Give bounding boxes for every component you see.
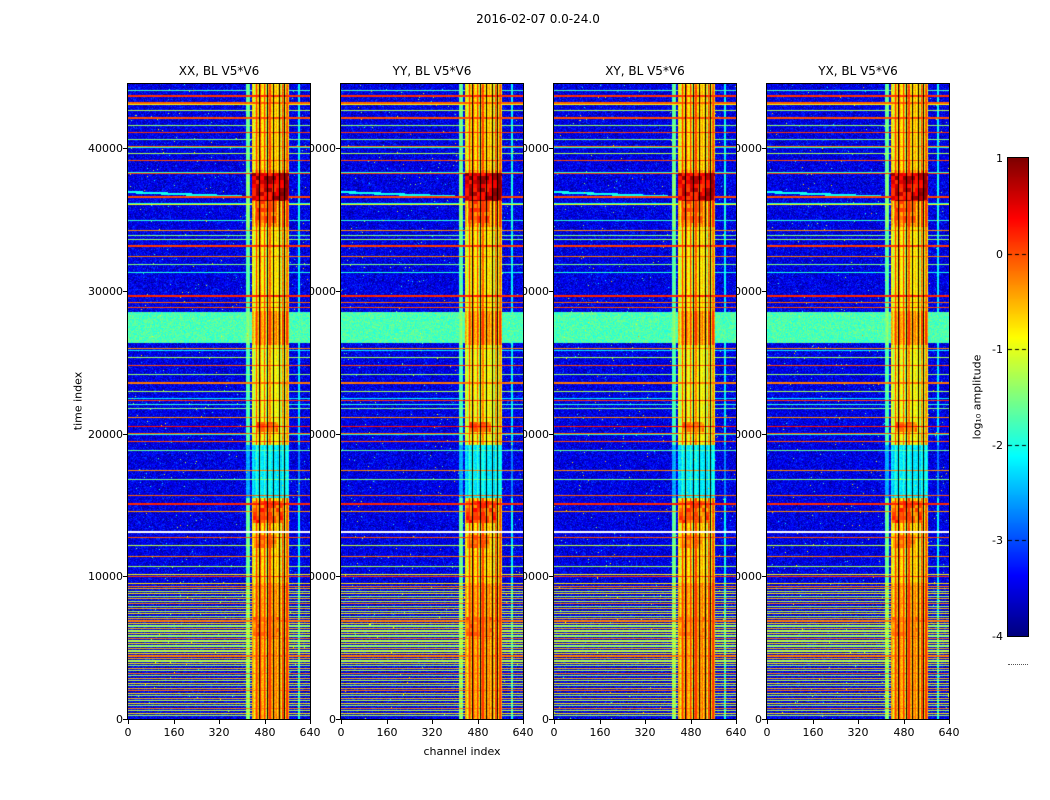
panel-title-yx: YX, BL V5*V6 [818, 64, 898, 78]
x-tick-label: 320 [208, 726, 230, 739]
x-tick-mark [310, 720, 311, 724]
x-tick-label: 0 [124, 726, 132, 739]
x-tick-mark [554, 720, 555, 724]
x-tick-mark [128, 720, 129, 724]
x-tick-mark [523, 720, 524, 724]
x-tick-label: 480 [467, 726, 489, 739]
x-tick-label: 640 [299, 726, 321, 739]
y-tick-label: 40000 [88, 142, 123, 155]
x-tick-label: 160 [802, 726, 824, 739]
x-tick-label: 0 [763, 726, 771, 739]
x-tick-mark [949, 720, 950, 724]
y-tick-mark [336, 148, 340, 149]
x-tick-label: 480 [680, 726, 702, 739]
colorbar-label: log₁₀ amplitude [970, 354, 984, 440]
x-tick-mark [813, 720, 814, 724]
colorbar-tick-label: -2 [992, 439, 1003, 452]
y-tick-mark [762, 148, 766, 149]
y-tick-mark [762, 434, 766, 435]
colorbar-tick-label: -3 [992, 534, 1003, 547]
heatmap-panel-xx [128, 84, 310, 719]
x-tick-mark [265, 720, 266, 724]
y-tick-mark [762, 291, 766, 292]
x-tick-label: 480 [893, 726, 915, 739]
y-tick-label: 0 [542, 713, 549, 726]
x-tick-label: 0 [550, 726, 558, 739]
y-axis-label: time index [71, 371, 85, 431]
y-tick-mark [549, 719, 553, 720]
heatmap-panel-yx [767, 84, 949, 719]
x-tick-label: 640 [938, 726, 960, 739]
x-axis-label: channel index [423, 745, 501, 758]
x-tick-mark [432, 720, 433, 724]
x-tick-label: 480 [254, 726, 276, 739]
x-tick-mark [219, 720, 220, 724]
x-tick-mark [736, 720, 737, 724]
x-tick-label: 160 [589, 726, 611, 739]
colorbar-tick-label: 0 [996, 248, 1003, 261]
y-tick-mark [549, 291, 553, 292]
x-tick-label: 320 [421, 726, 443, 739]
y-tick-label: 0 [116, 713, 123, 726]
x-tick-label: 160 [163, 726, 185, 739]
y-tick-mark [336, 719, 340, 720]
y-tick-label: 0 [755, 713, 762, 726]
x-tick-mark [600, 720, 601, 724]
y-tick-label: 30000 [88, 285, 123, 298]
x-tick-label: 320 [847, 726, 869, 739]
figure-title: 2016-02-07 0.0-24.0 [476, 12, 600, 26]
x-tick-mark [691, 720, 692, 724]
y-tick-mark [336, 576, 340, 577]
y-tick-mark [123, 719, 127, 720]
y-tick-mark [123, 434, 127, 435]
panel-title-xx: XX, BL V5*V6 [178, 64, 260, 78]
colorbar-tick-label: -1 [992, 343, 1003, 356]
x-tick-mark [478, 720, 479, 724]
heatmap-panel-yy [341, 84, 523, 719]
y-tick-mark [762, 719, 766, 720]
y-tick-mark [549, 576, 553, 577]
y-tick-label: 10000 [88, 570, 123, 583]
colorbar [1008, 158, 1028, 636]
panel-title-xy: XY, BL V5*V6 [605, 64, 685, 78]
colorbar-tick-label: -4 [992, 630, 1003, 643]
y-tick-mark [549, 434, 553, 435]
y-tick-mark [123, 576, 127, 577]
panel-title-yy: YY, BL V5*V6 [392, 64, 472, 78]
y-tick-mark [336, 291, 340, 292]
x-tick-mark [858, 720, 859, 724]
y-tick-label: 20000 [88, 428, 123, 441]
x-tick-label: 320 [634, 726, 656, 739]
x-tick-mark [341, 720, 342, 724]
x-tick-mark [645, 720, 646, 724]
x-tick-label: 0 [337, 726, 345, 739]
y-tick-mark [123, 291, 127, 292]
x-tick-mark [387, 720, 388, 724]
y-tick-mark [762, 576, 766, 577]
x-tick-mark [904, 720, 905, 724]
heatmap-panel-xy [554, 84, 736, 719]
x-tick-label: 640 [725, 726, 747, 739]
colorbar-extend-marker [1008, 664, 1028, 665]
y-tick-mark [123, 148, 127, 149]
y-tick-mark [549, 148, 553, 149]
x-tick-label: 160 [376, 726, 398, 739]
colorbar-tick-label: 1 [996, 152, 1003, 165]
x-tick-mark [174, 720, 175, 724]
x-tick-mark [767, 720, 768, 724]
y-tick-label: 0 [329, 713, 336, 726]
x-tick-label: 640 [512, 726, 534, 739]
y-tick-mark [336, 434, 340, 435]
